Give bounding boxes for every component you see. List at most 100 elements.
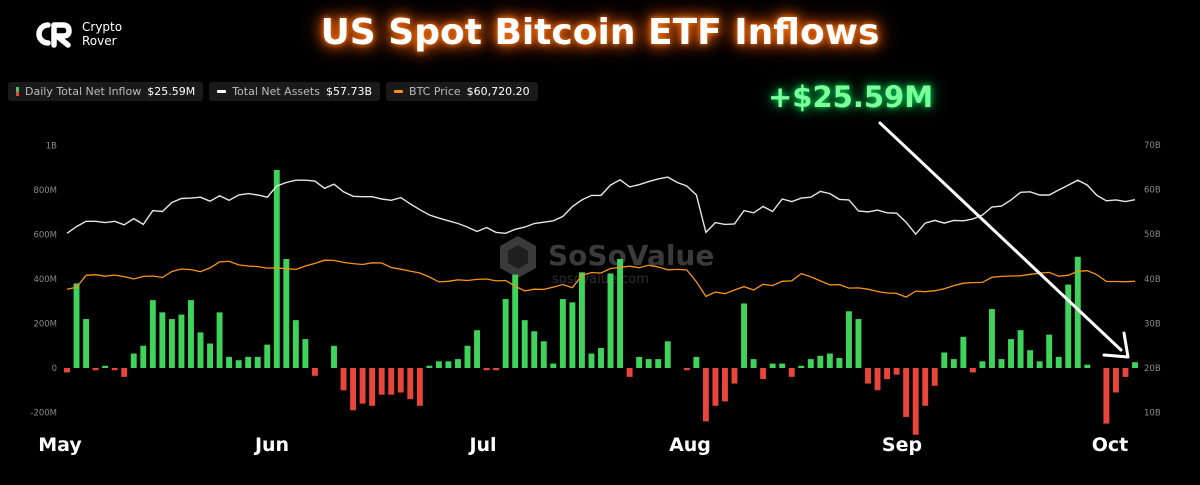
net-inflow-bar [874, 368, 881, 391]
net-inflow-bar [435, 361, 442, 368]
net-inflow-bar [388, 368, 395, 395]
net-inflow-bar [578, 272, 585, 368]
net-inflow-bar [731, 368, 738, 384]
legend-item-net-assets[interactable]: Total Net Assets $57.73B [209, 82, 381, 101]
net-inflow-bar [455, 359, 461, 368]
net-inflow-bar [989, 309, 995, 368]
net-inflow-bar [378, 368, 385, 395]
net-assets-swatch [217, 90, 227, 93]
x-tick-label: Jun [253, 434, 289, 456]
net-inflow-bar [1112, 368, 1119, 393]
net-inflow-bar [1065, 284, 1072, 368]
brand-name-line2: Rover [82, 34, 117, 48]
net-inflow-bar [130, 353, 137, 368]
net-inflow-bar [760, 368, 767, 380]
net-inflow-bar [922, 368, 929, 406]
net-inflow-bar [1055, 356, 1062, 369]
net-inflow-bar [178, 314, 185, 368]
net-inflow-bar [445, 361, 452, 368]
net-inflow-bar [245, 356, 252, 369]
watermark: SoSoValue sosovalue.com [500, 236, 714, 287]
y-left-tick-label: 400M [33, 275, 57, 285]
net-inflow-bar [302, 339, 309, 368]
legend-item-net-inflow[interactable]: Daily Total Net Inflow $25.59M [8, 82, 204, 101]
cr-logo-icon [36, 22, 72, 48]
net-inflow-bar [426, 365, 433, 368]
legend-value: $25.59M [147, 85, 196, 98]
net-inflow-bar [1103, 368, 1110, 424]
total-net-assets-line [66, 176, 1136, 236]
net-inflow-bar [1074, 256, 1081, 368]
x-tick-label: Aug [669, 434, 711, 456]
net-inflow-bar [1046, 334, 1053, 369]
net-inflow-bar [912, 368, 919, 435]
net-inflow-bar [769, 363, 776, 368]
legend-label: Daily Total Net Inflow [25, 85, 142, 98]
net-inflow-bar [807, 359, 814, 368]
net-inflow-bar [817, 355, 824, 368]
y-right-tick-label: 40B [1144, 275, 1161, 285]
net-inflow-bar [464, 345, 471, 368]
btc-price-line [66, 259, 1136, 298]
y-left-tick-label: -200M [30, 409, 57, 419]
legend-item-btc-price[interactable]: BTC Price $60,720.20 [386, 82, 538, 101]
y-right-tick-label: 70B [1144, 141, 1161, 151]
net-inflow-bar [712, 368, 719, 406]
net-inflow-bar [1122, 368, 1129, 377]
net-inflow-bar [607, 273, 614, 368]
sosovalue-logo-icon [500, 236, 536, 278]
arrow-shaft [878, 121, 1123, 352]
legend-value: $60,720.20 [466, 85, 530, 98]
net-inflow-bar [979, 361, 986, 368]
net-inflow-bar [531, 331, 538, 368]
net-inflow-bar [1008, 339, 1014, 368]
net-inflow-bar [559, 299, 566, 368]
net-inflow-bar [273, 169, 280, 368]
net-inflow-bar [1084, 364, 1091, 368]
x-tick-label: Oct [1092, 434, 1129, 456]
latest-inflow-annotation: +$25.59M [768, 80, 934, 114]
y-left-tick-label: 0 [52, 364, 57, 374]
brand: Crypto Rover [32, 20, 122, 48]
legend-value: $57.73B [325, 85, 373, 98]
net-inflow-bar [788, 368, 795, 377]
net-inflow-bar [903, 368, 910, 417]
net-inflow-bar [950, 359, 957, 368]
net-inflow-bar [664, 341, 671, 368]
net-inflow-bar [645, 359, 652, 368]
net-inflow-bar [722, 368, 728, 402]
net-inflow-bar [884, 368, 891, 380]
net-inflow-bar [826, 353, 833, 368]
net-inflow-bar [340, 368, 347, 391]
net-inflow-bar [102, 365, 109, 368]
net-inflow-bar [92, 368, 99, 371]
net-inflow-bar [331, 345, 337, 368]
y-left-tick-label: 1B [46, 142, 57, 152]
net-inflow-bar [617, 258, 624, 369]
net-inflow-bar [483, 368, 490, 371]
y-right-tick-label: 30B [1144, 319, 1161, 329]
net-inflow-bar [149, 300, 156, 368]
net-inflow-bar [254, 356, 261, 369]
net-inflow-bar [636, 356, 643, 369]
btc-price-swatch [394, 90, 404, 93]
net-inflow-bar [359, 368, 366, 404]
y-left-tick-label: 600M [33, 231, 57, 241]
net-inflow-bar [693, 356, 700, 369]
net-inflow-bar [140, 345, 147, 368]
net-inflow-bar [836, 357, 843, 368]
net-inflow-bar [998, 359, 1005, 368]
legend-label: Total Net Assets [232, 85, 320, 98]
net-inflow-bar [588, 353, 595, 368]
net-inflow-bar [779, 363, 786, 368]
net-inflow-bar [111, 368, 118, 371]
net-inflow-bar [1036, 361, 1043, 368]
y-axis-left: -200M 0 200M 400M 600M 800M 1B [30, 142, 57, 419]
net-inflow-bar [350, 368, 357, 411]
net-inflow-bar [1132, 362, 1138, 368]
net-inflow-bar [960, 336, 967, 368]
watermark-url: sosovalue.com [552, 272, 649, 287]
net-inflow-bar [702, 368, 709, 422]
net-inflow-bar [931, 368, 938, 386]
net-inflow-bar [540, 341, 547, 368]
